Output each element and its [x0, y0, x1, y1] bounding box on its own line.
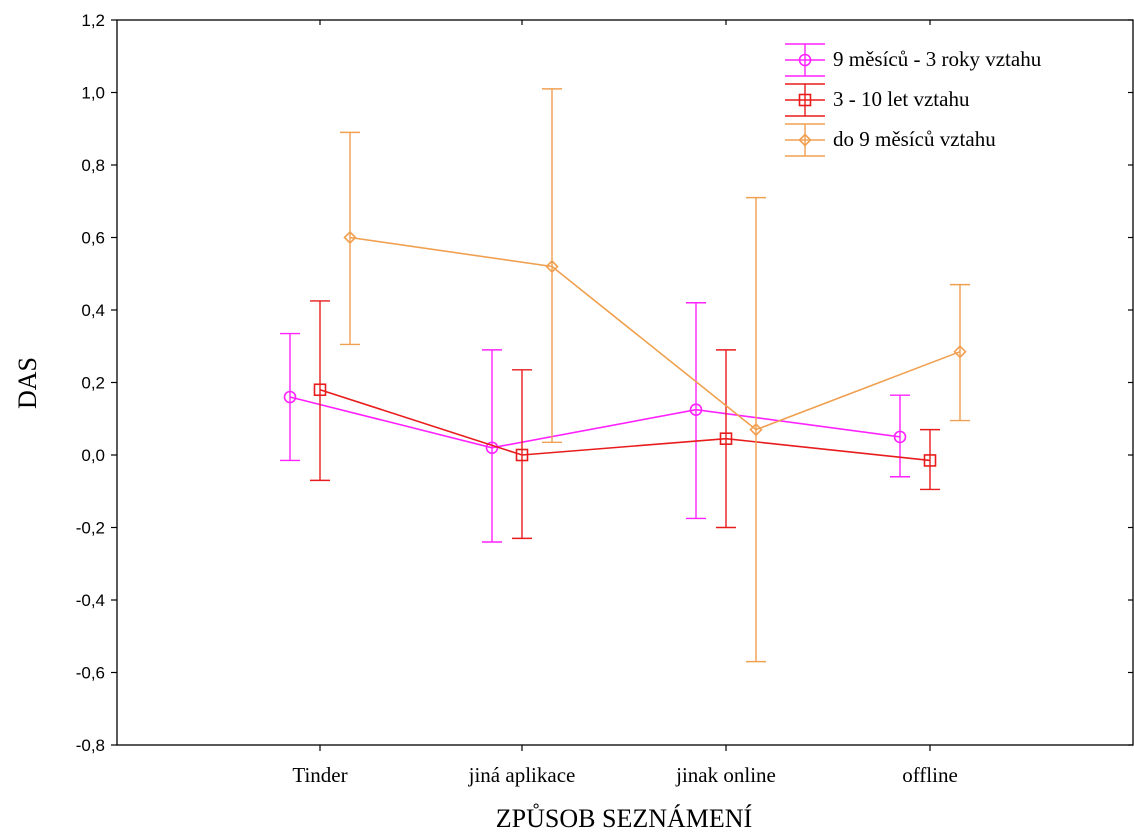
data-point-square — [313, 383, 327, 397]
x-axis-title: ZPŮSOB SEZNÁMENÍ — [496, 804, 752, 833]
y-tick-label: -0,6 — [76, 664, 105, 683]
data-point-circle — [893, 430, 907, 444]
y-tick-label: -0,4 — [76, 591, 105, 610]
series-2 — [310, 300, 940, 540]
data-point-square — [923, 454, 937, 467]
series-3 — [340, 88, 970, 663]
y-axis: -0,8 -0,6 -0,4 -0,2 0,0 0,2 0,4 0,6 0,8 1,0 1,2 — [76, 11, 1133, 755]
data-point-diamond — [749, 422, 763, 437]
data-point-diamond — [798, 133, 812, 147]
plot-frame — [116, 19, 1134, 746]
legend-item-2: 3 - 10 let vztahu — [785, 83, 970, 117]
x-tick-label: offline — [902, 763, 958, 787]
series-layer — [280, 88, 970, 663]
y-tick-label: 0,8 — [81, 156, 105, 175]
data-point-diamond — [545, 259, 559, 274]
data-point-diamond — [953, 345, 967, 359]
series-line — [349, 236, 961, 431]
y-tick-label: 1,2 — [81, 11, 105, 30]
data-point-square — [719, 432, 733, 445]
y-axis-title: DAS — [13, 357, 42, 409]
data-point-circle — [689, 403, 703, 416]
y-tick-label: 0,4 — [81, 301, 105, 320]
data-point-square — [798, 93, 812, 107]
y-tick-label: 0,6 — [81, 229, 105, 248]
y-tick-label: 0,0 — [81, 446, 105, 465]
legend-label: do 9 měsíců vztahu — [833, 127, 996, 151]
x-axis: Tinder jiná aplikace jinak online offline — [292, 20, 958, 787]
series-line — [319, 388, 931, 462]
series-1 — [280, 302, 910, 543]
y-tick-label: -0,2 — [76, 519, 105, 538]
legend-item-3: do 9 měsíců vztahu — [785, 123, 996, 157]
legend-label: 3 - 10 let vztahu — [833, 87, 970, 111]
x-tick-label: Tinder — [292, 763, 347, 787]
data-point-square — [515, 448, 529, 462]
legend: 9 měsíců - 3 roky vztahu 3 - 10 let vztah… — [785, 43, 1042, 157]
x-tick-label: jiná aplikace — [468, 763, 576, 787]
y-tick-label: 0,2 — [81, 374, 105, 393]
series-line — [289, 396, 901, 449]
x-tick-label: jinak online — [675, 763, 776, 787]
data-point-circle — [283, 390, 297, 404]
legend-item-1: 9 měsíců - 3 roky vztahu — [785, 43, 1042, 77]
data-point-diamond — [343, 230, 357, 245]
legend-label: 9 měsíců - 3 roky vztahu — [833, 47, 1042, 71]
y-tick-label: 1,0 — [81, 84, 105, 103]
data-point-circle — [798, 53, 812, 67]
y-tick-label: -0,8 — [76, 736, 105, 755]
